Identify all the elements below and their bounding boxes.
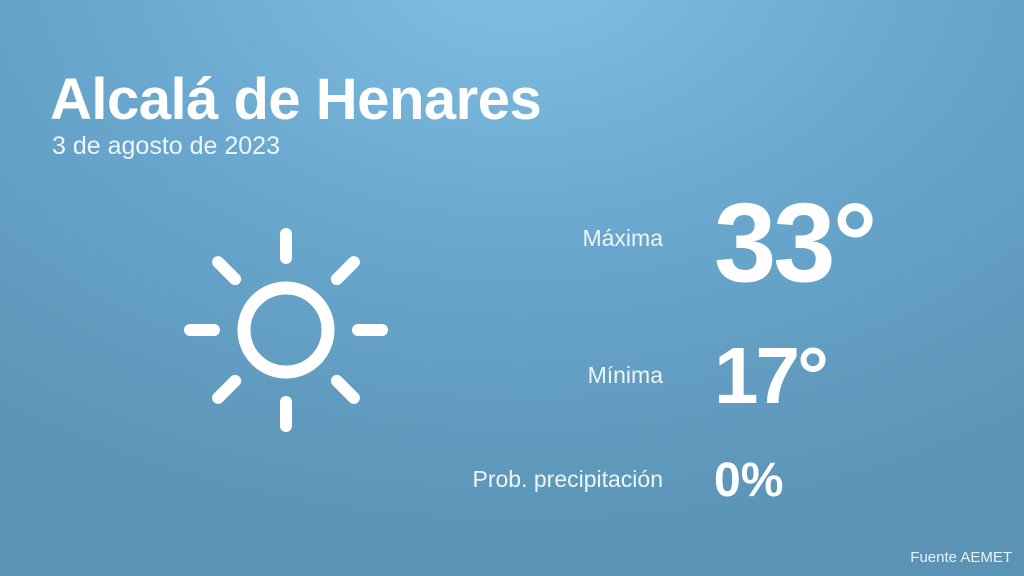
sun-ray xyxy=(212,256,242,286)
precip-prob-value: 0% xyxy=(714,454,784,507)
forecast-date: 3 de agosto de 2023 xyxy=(52,132,280,160)
city-title: Alcalá de Henares xyxy=(50,67,542,132)
min-temp-value: 17° xyxy=(714,331,829,420)
min-temp-label: Mínima xyxy=(587,362,663,388)
max-temp-label: Máxima xyxy=(582,225,663,251)
sun-ray xyxy=(330,256,360,286)
sun-ray xyxy=(212,374,242,404)
precip-prob-label: Prob. precipitación xyxy=(472,466,664,492)
sun-icon xyxy=(184,228,388,432)
source-credit: Fuente AEMET xyxy=(910,549,1012,566)
sun-ray xyxy=(330,374,360,404)
max-temp-value: 33° xyxy=(714,180,877,305)
